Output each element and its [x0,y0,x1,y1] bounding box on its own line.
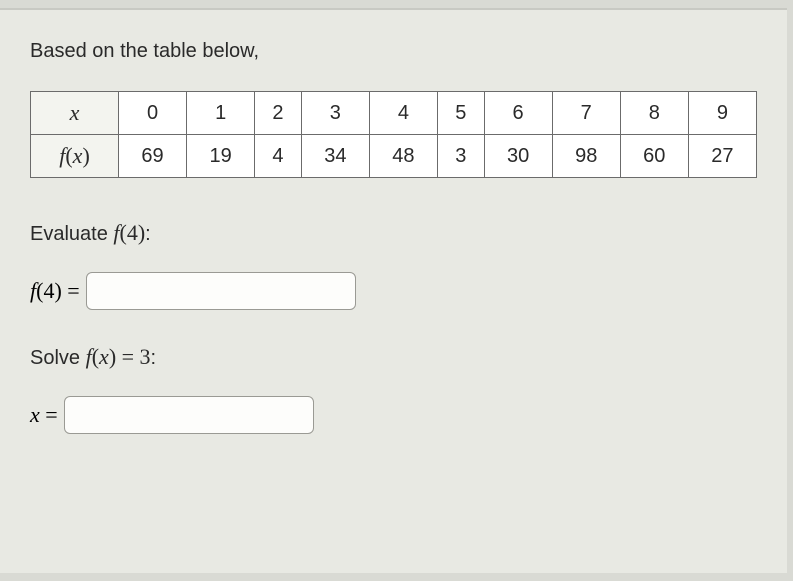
intro-text: Based on the table below, [30,40,757,63]
table-row-x: x 0 1 2 3 4 5 6 7 8 9 [31,92,757,135]
q2-prompt: Solve f(x) = 3: [30,344,757,370]
table-row-fx: f(x) 69 19 4 34 48 3 30 98 60 27 [31,135,757,178]
q2-input[interactable] [64,396,314,434]
q1-answer-row: f(4) = [30,272,757,310]
q1-input[interactable] [86,272,356,310]
q2-answer-row: x = [30,396,757,434]
q1-label: f(4) = [30,278,80,304]
cell: 98 [552,135,620,178]
row-header-fx: f(x) [31,135,119,178]
cell: 2 [255,92,302,135]
cell: 4 [369,92,437,135]
cell: 0 [119,92,187,135]
worksheet-content: Based on the table below, x 0 1 2 3 4 5 … [0,8,787,573]
q2-label: x = [30,402,58,428]
cell: 30 [484,135,552,178]
cell: 5 [437,92,484,135]
q1-prompt: Evaluate f(4): [30,220,757,246]
cell: 3 [437,135,484,178]
function-table: x 0 1 2 3 4 5 6 7 8 9 f(x) 69 19 4 34 48… [30,91,757,178]
cell: 7 [552,92,620,135]
cell: 4 [255,135,302,178]
cell: 6 [484,92,552,135]
cell: 9 [688,92,756,135]
cell: 1 [187,92,255,135]
cell: 69 [119,135,187,178]
row-header-x: x [31,92,119,135]
cell: 19 [187,135,255,178]
cell: 3 [301,92,369,135]
cell: 8 [620,92,688,135]
cell: 48 [369,135,437,178]
cell: 27 [688,135,756,178]
cell: 60 [620,135,688,178]
cell: 34 [301,135,369,178]
